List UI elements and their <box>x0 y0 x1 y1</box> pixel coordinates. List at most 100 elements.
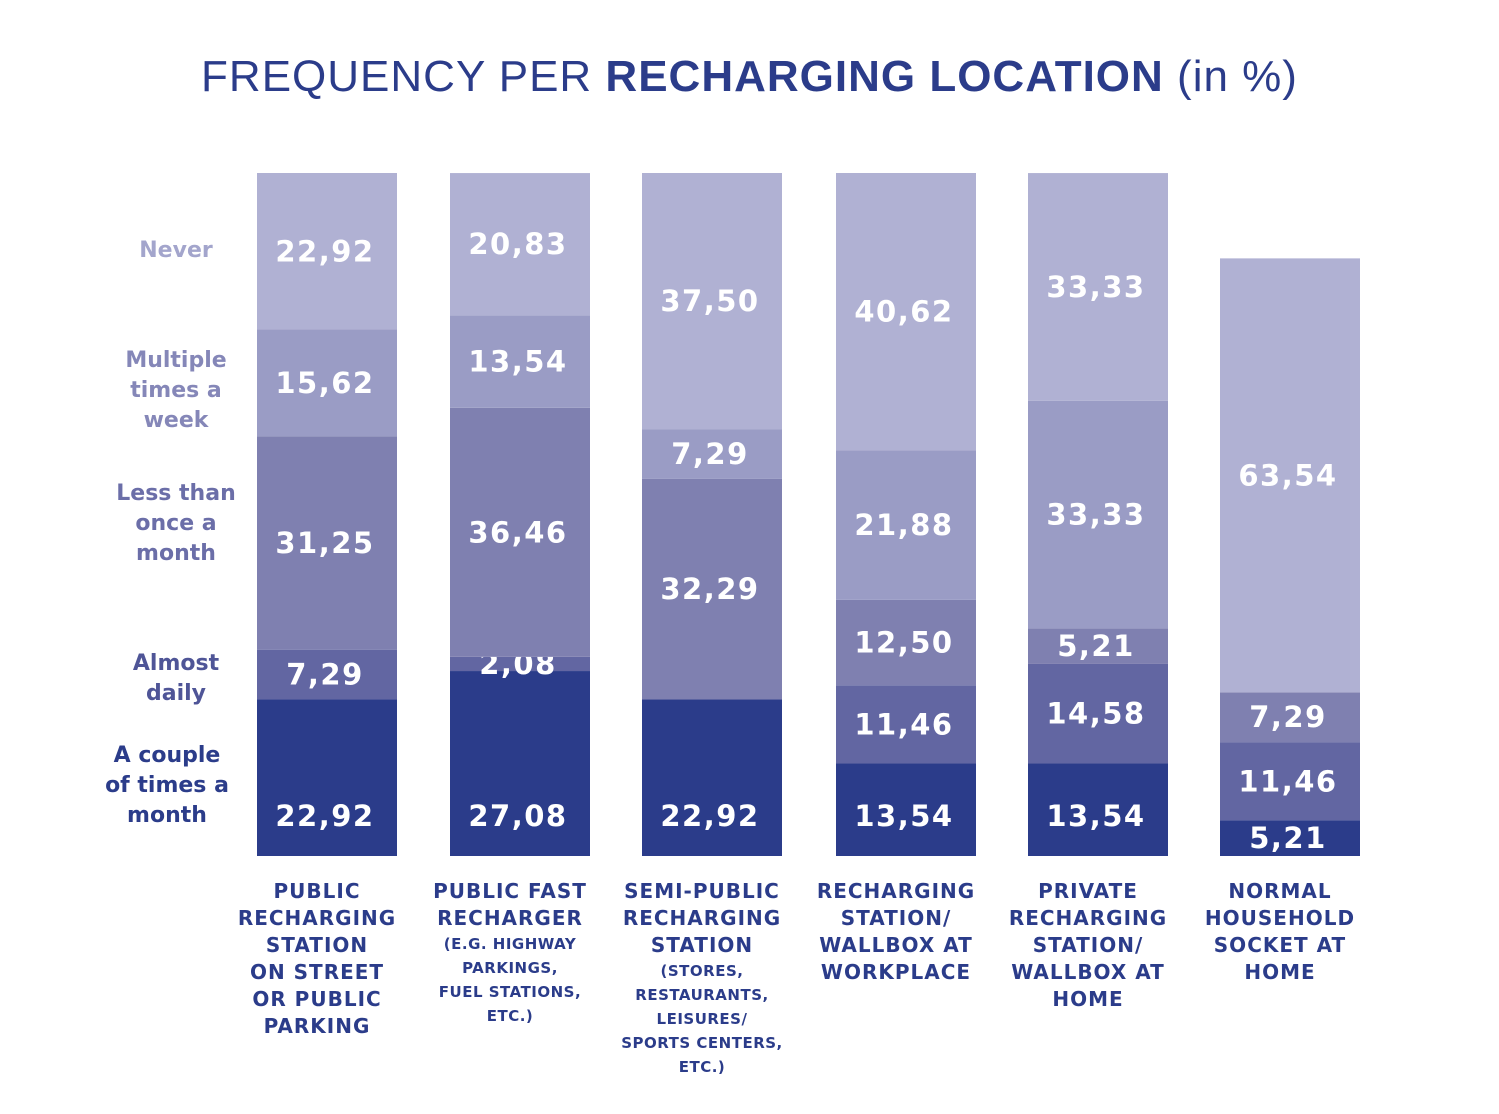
category-sublabel-line: (STORES, <box>660 962 744 980</box>
bar-segment <box>1028 628 1168 664</box>
category-label-line: WALLBOX AT <box>819 933 973 957</box>
category-label-line: STATION <box>650 933 754 957</box>
data-label: 15,62 <box>275 366 374 400</box>
category-sublabel-line: SPORTS CENTERS, <box>621 1034 783 1052</box>
data-label: 13,54 <box>1046 799 1145 833</box>
category-label: PUBLIC FAST RECHARGER (E.G. HIGHWAY PARKING… <box>420 878 600 1028</box>
category-label-line: HOME <box>1052 987 1124 1011</box>
data-label: 11,46 <box>854 707 953 741</box>
bar-segment <box>1028 763 1168 856</box>
category-label-line: SEMI-PUBLIC <box>624 879 780 903</box>
bar-segment <box>1028 400 1168 629</box>
legend-label: Multiple times a week <box>96 346 256 436</box>
legend-label-line: times a <box>130 378 222 403</box>
bar-segment <box>642 699 782 856</box>
category-sublabel-line: ETC.) <box>486 1007 534 1025</box>
legend-label-line: Never <box>139 238 213 263</box>
legend-label-line: of times a <box>105 773 229 798</box>
category-label: NORMAL HOUSEHOLD SOCKET AT HOME <box>1190 878 1370 986</box>
bar-segment <box>836 763 976 856</box>
bar-segment <box>1028 663 1168 764</box>
title-bold: RECHARGING LOCATION <box>605 52 1164 101</box>
category-sublabel-line: (E.G. HIGHWAY <box>443 935 577 953</box>
category-label-line: STATION/ <box>840 906 952 930</box>
bar-segment <box>642 429 782 479</box>
data-label: 7,29 <box>1249 700 1327 734</box>
bar-segment <box>450 173 590 316</box>
legend-label: Almost daily <box>96 649 256 709</box>
category-label: RECHARGING STATION/WALLBOX AT WORKPLACE <box>806 878 986 986</box>
bar-segment <box>1028 173 1168 401</box>
bar-segment <box>836 599 976 686</box>
data-label: 36,46 <box>468 515 567 549</box>
category-sublabel-line: PARKINGS, <box>462 959 558 977</box>
category-label-line: PUBLIC <box>273 879 361 903</box>
data-label: 32,29 <box>660 572 759 606</box>
category-label-line: RECHARGING <box>622 906 782 930</box>
legend-label: Less than once a month <box>96 479 256 569</box>
legend-label: A couple of times a month <box>87 741 247 831</box>
data-label: 33,33 <box>1046 270 1145 304</box>
data-label: 12,50 <box>854 626 953 660</box>
title-prefix: FREQUENCY PER <box>201 52 606 101</box>
category-label: SEMI-PUBLIC RECHARGING STATION (STORES, REST… <box>612 878 792 1079</box>
bar-segment <box>1220 692 1360 743</box>
data-label: 37,50 <box>660 284 759 318</box>
category-label-line: PRIVATE <box>1038 879 1138 903</box>
data-label: 22,92 <box>275 799 374 833</box>
category-label-line: NORMAL <box>1228 879 1332 903</box>
bar-segment <box>642 173 782 430</box>
legend-label-line: month <box>127 803 207 828</box>
bar-segment <box>257 699 397 856</box>
data-label: 14,58 <box>1046 697 1145 731</box>
data-label: 33,33 <box>1046 498 1145 532</box>
legend-label: Never <box>96 236 256 266</box>
data-label: 31,25 <box>275 526 374 560</box>
data-label: 22,92 <box>275 234 374 268</box>
category-label-line: RECHARGING <box>816 879 976 903</box>
bar-segment <box>450 315 590 408</box>
category-label-line: PUBLIC FAST <box>433 879 587 903</box>
bar-segment <box>257 173 397 330</box>
legend-label-line: Multiple <box>125 348 227 373</box>
bar-segment <box>1220 742 1360 821</box>
category-label-line: STATION/ <box>1032 933 1144 957</box>
data-label: 7,29 <box>671 437 749 471</box>
category-label-line: OR PUBLIC <box>252 987 382 1011</box>
category-label-line: PARKING <box>263 1014 371 1038</box>
legend-label-line: month <box>136 541 216 566</box>
category-label: PUBLIC RECHARGING STATION ON STREET OR PUBLI… <box>227 878 407 1040</box>
category-sublabel-line: RESTAURANTS, <box>635 986 769 1004</box>
legend-label-line: daily <box>145 681 207 706</box>
data-label: 21,88 <box>854 508 953 542</box>
data-label: 27,08 <box>468 799 567 833</box>
category-label-line: RECHARGING <box>237 906 397 930</box>
data-label: 7,29 <box>286 658 364 692</box>
bar-segment <box>836 685 976 764</box>
category-label-line: WALLBOX AT <box>1011 960 1165 984</box>
legend-label-line: once a <box>135 511 217 536</box>
bar-segment <box>257 329 397 437</box>
data-label: 13,54 <box>854 799 953 833</box>
data-label: 5,21 <box>1057 629 1135 663</box>
category-label-line: RECHARGER <box>437 906 583 930</box>
category-label-line: ON STREET <box>249 960 385 984</box>
data-label: 11,46 <box>1238 764 1337 798</box>
bar-segment <box>836 450 976 600</box>
bar-segment <box>257 649 397 700</box>
bar-segment <box>450 671 590 856</box>
category-sublabel-line: ETC.) <box>678 1058 726 1076</box>
bar-segment <box>1220 820 1360 856</box>
legend-label-line: Almost <box>132 651 220 676</box>
data-label: 22,92 <box>660 799 759 833</box>
legend-label-line: A couple <box>113 743 221 768</box>
data-label: 40,62 <box>854 295 953 329</box>
bar-segment <box>1220 258 1360 693</box>
data-label: 5,21 <box>1249 821 1327 855</box>
category-label-line: RECHARGING <box>1008 906 1168 930</box>
bar-segment <box>257 436 397 650</box>
category-label-line: SOCKET AT <box>1213 933 1347 957</box>
legend-label-line: Less than <box>116 481 236 506</box>
